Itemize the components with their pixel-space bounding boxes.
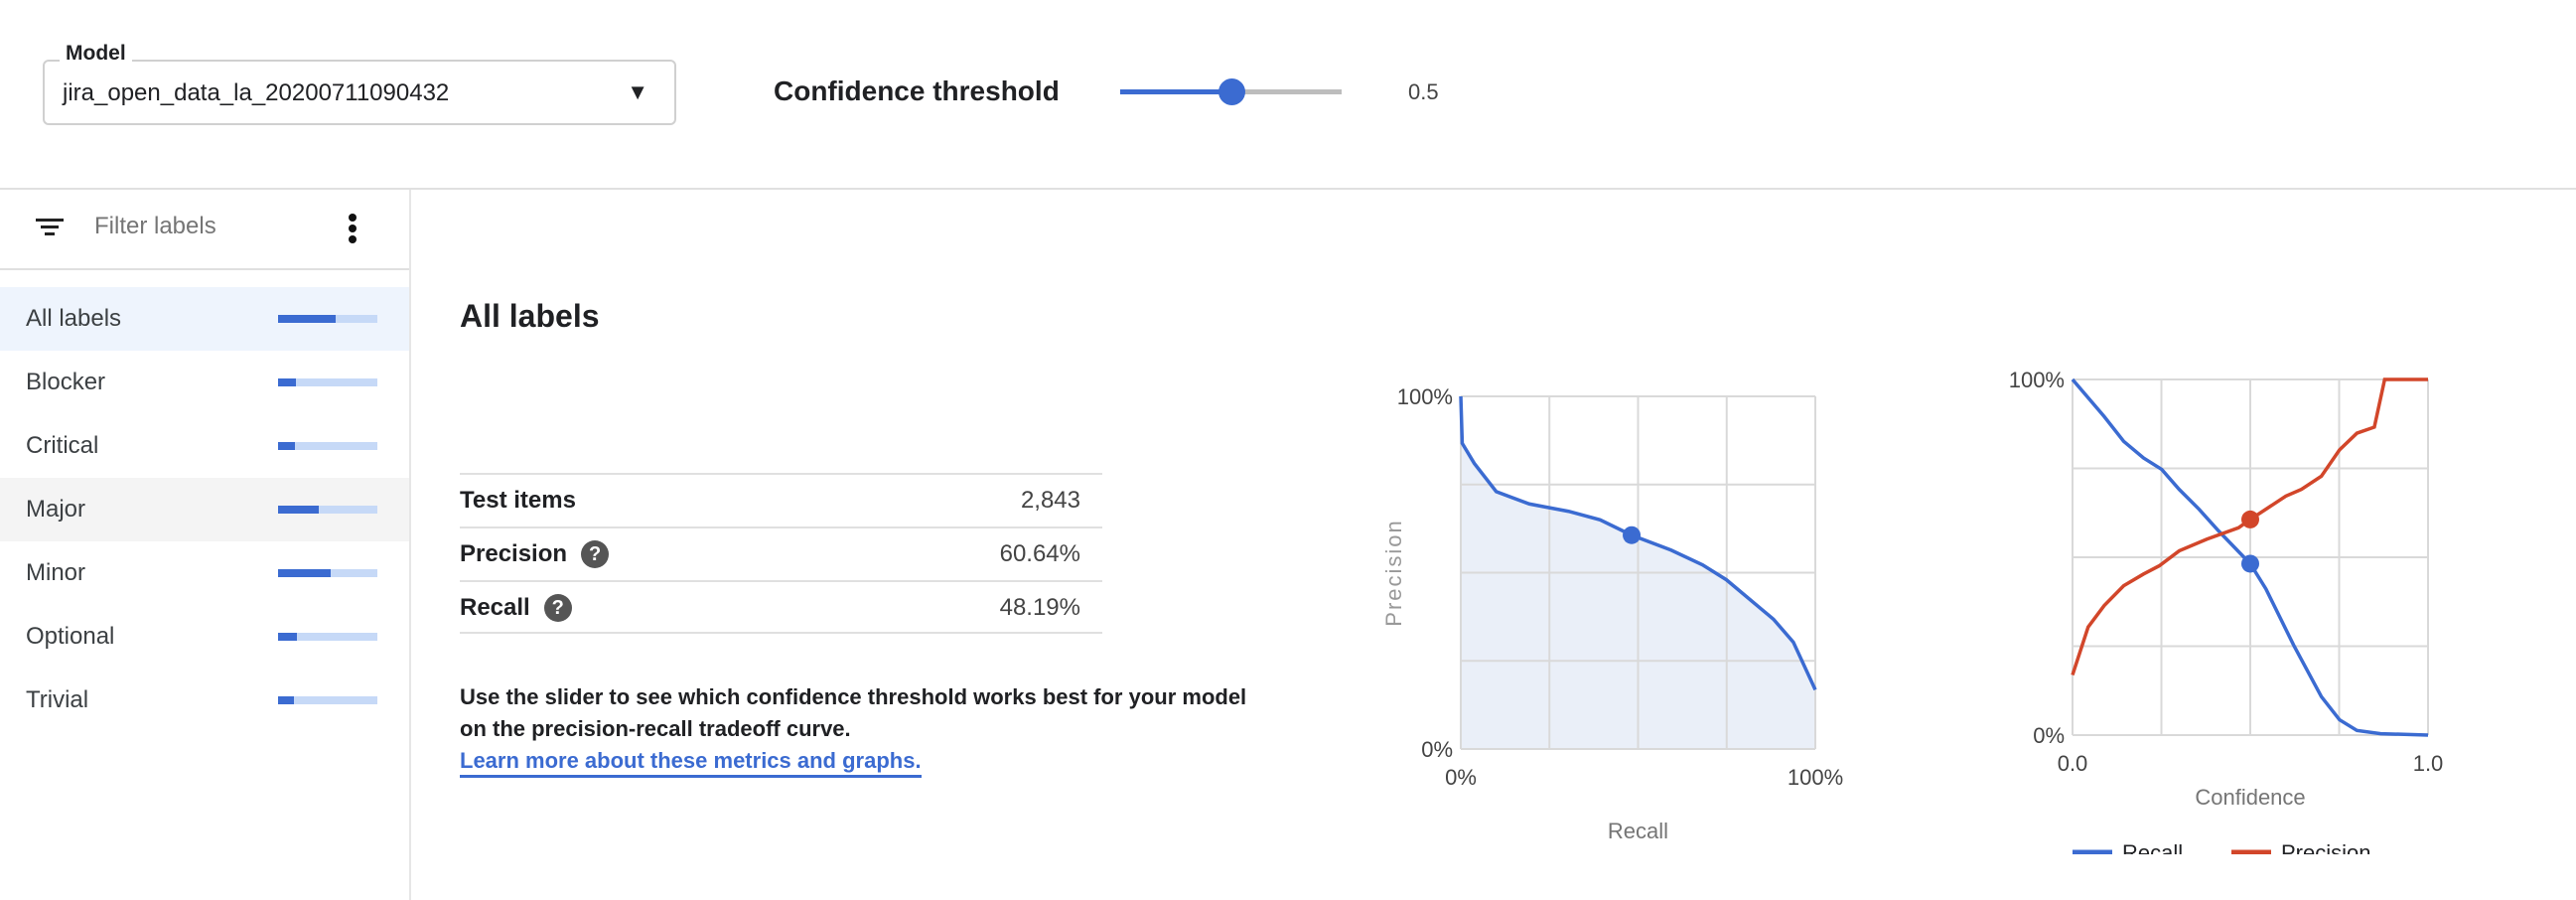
label-score-bar xyxy=(278,569,377,577)
x-axis-label: Confidence xyxy=(2195,785,2305,810)
x-tick-label: 0.0 xyxy=(2058,751,2088,776)
metric-row: Test items 2,843 xyxy=(460,473,1102,528)
confidence-slider[interactable] xyxy=(1120,78,1342,105)
label-score-bar xyxy=(278,696,377,704)
confidence-threshold-label: Confidence threshold xyxy=(774,75,1060,106)
label-score-fill xyxy=(278,696,294,704)
y-tick-label: 100% xyxy=(1397,384,1453,409)
y-tick-label: 100% xyxy=(2009,368,2065,392)
model-value: jira_open_data_la_20200711090432 xyxy=(63,79,450,106)
table-divider xyxy=(460,632,1102,634)
legend-label: Recall xyxy=(2122,840,2183,854)
label-score-fill xyxy=(278,442,295,450)
filter-icon[interactable] xyxy=(36,219,64,238)
metric-label: Test items xyxy=(460,487,576,514)
label-score-bar xyxy=(278,378,377,386)
filter-divider xyxy=(0,268,409,270)
metric-row: Recall? 48.19% xyxy=(460,580,1102,636)
metric-value: 60.64% xyxy=(999,540,1080,567)
sidebar-divider xyxy=(409,190,411,900)
sidebar-item-blocker[interactable]: Blocker xyxy=(0,351,409,414)
header-divider xyxy=(0,188,2576,190)
model-label: Model xyxy=(60,42,132,66)
help-icon[interactable]: ? xyxy=(581,540,610,568)
sidebar-item-label: Optional xyxy=(26,623,115,650)
label-score-bar xyxy=(278,506,377,514)
threshold-marker xyxy=(2241,554,2259,573)
legend-label: Precision xyxy=(2281,840,2370,854)
sidebar-item-all-labels[interactable]: All labels xyxy=(0,287,409,351)
help-icon[interactable]: ? xyxy=(543,594,572,622)
label-score-bar xyxy=(278,315,377,323)
label-score-fill xyxy=(278,569,331,577)
x-tick-label: 100% xyxy=(1788,765,1843,790)
series-line-curve xyxy=(1459,395,1817,691)
slider-thumb[interactable] xyxy=(1217,78,1245,105)
y-axis-label: Precision xyxy=(1381,519,1406,626)
x-tick-label: 1.0 xyxy=(2413,751,2444,776)
sidebar-item-label: All labels xyxy=(26,305,122,332)
label-score-fill xyxy=(278,633,297,641)
description: Use the slider to see which confidence t… xyxy=(460,684,1247,741)
confidence-chart: 100% 0% 0.0 1.0 Confidence Recall Precision xyxy=(2009,368,2444,854)
model-select[interactable]: jira_open_data_la_20200711090432 ▼ xyxy=(43,60,676,125)
page-title: All labels xyxy=(460,298,600,334)
confidence-value: 0.5 xyxy=(1408,79,1439,104)
label-score-bar xyxy=(278,633,377,641)
sidebar-item-critical[interactable]: Critical xyxy=(0,414,409,478)
learn-more-link[interactable]: Learn more about these metrics and graph… xyxy=(460,747,922,778)
metric-row: Precision? 60.64% xyxy=(460,526,1102,582)
sidebar-item-label: Trivial xyxy=(26,686,89,713)
label-score-fill xyxy=(278,506,319,514)
series-line-recall xyxy=(2071,377,2429,737)
sidebar-item-optional[interactable]: Optional xyxy=(0,605,409,669)
threshold-marker xyxy=(2241,510,2259,528)
sidebar-item-label: Minor xyxy=(26,559,86,586)
y-tick-label: 0% xyxy=(1421,737,1453,762)
sidebar-item-label: Critical xyxy=(26,432,99,459)
metric-value: 48.19% xyxy=(999,594,1080,621)
more-vert-icon[interactable] xyxy=(349,214,357,246)
metric-value: 2,843 xyxy=(1020,487,1080,514)
sidebar-item-minor[interactable]: Minor xyxy=(0,541,409,605)
threshold-marker xyxy=(1623,525,1642,544)
label-score-bar xyxy=(278,442,377,450)
metric-label: Precision xyxy=(460,540,568,567)
sidebar-item-label: Blocker xyxy=(26,369,106,395)
dropdown-arrow-icon: ▼ xyxy=(627,79,648,104)
precision-recall-chart: 100% 0% 0% 100% Recall Precision xyxy=(1381,384,1843,843)
label-score-fill xyxy=(278,315,336,323)
slider-fill xyxy=(1120,89,1231,94)
y-tick-label: 0% xyxy=(2033,723,2065,748)
metric-label: Recall xyxy=(460,594,530,621)
sidebar-item-trivial[interactable]: Trivial xyxy=(0,669,409,732)
label-score-fill xyxy=(278,378,296,386)
filter-labels-input[interactable]: Filter labels xyxy=(94,213,216,239)
sidebar-item-label: Major xyxy=(26,496,86,523)
sidebar-item-major[interactable]: Major xyxy=(0,478,409,541)
x-axis-label: Recall xyxy=(1608,819,1668,843)
x-tick-label: 0% xyxy=(1445,765,1477,790)
